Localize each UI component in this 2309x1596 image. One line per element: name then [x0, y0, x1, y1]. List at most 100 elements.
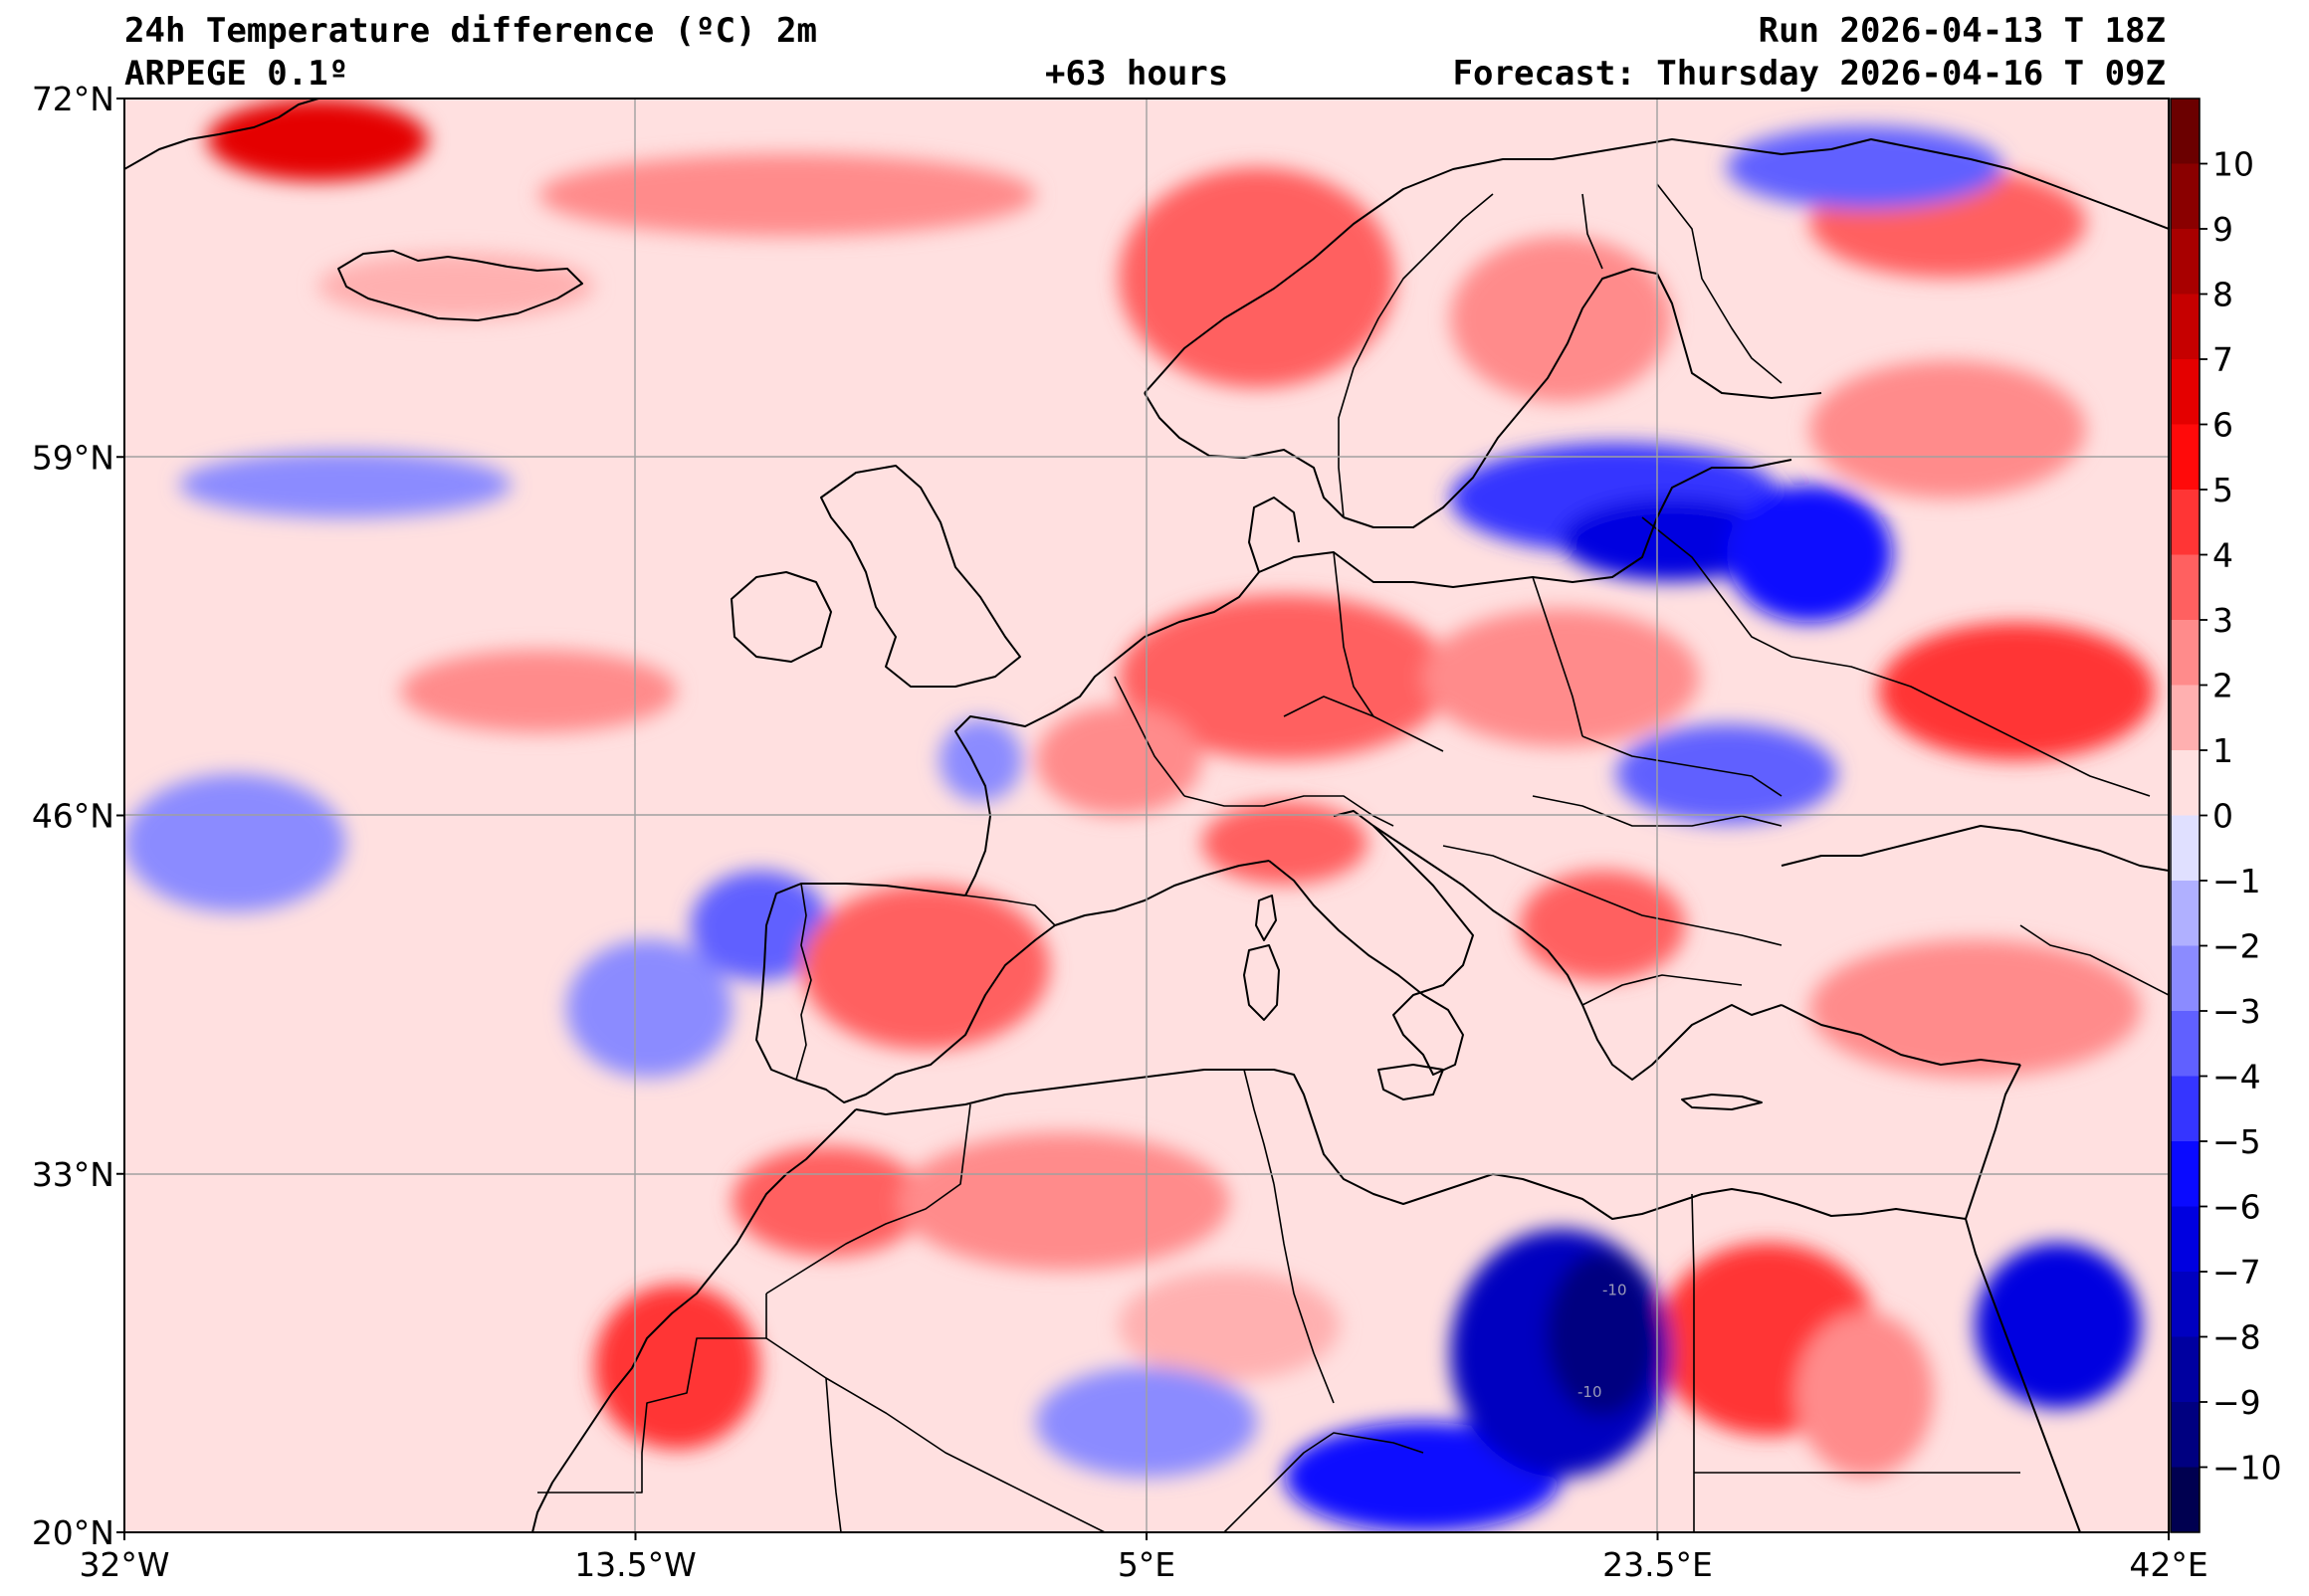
colorbar-band-12: [2171, 881, 2200, 946]
anomaly-region-2: [538, 153, 1036, 237]
model-label: ARPEGE 0.1º: [124, 54, 349, 94]
anomaly-region-1: [317, 253, 594, 319]
anomaly-region-3: [179, 451, 512, 518]
anomaly-region-16: [1878, 622, 2156, 761]
lead-time: +63 hours: [1045, 54, 1229, 94]
colorbar-label-17: −7: [2212, 1253, 2261, 1292]
map-title: 24h Temperature difference (ºC) 2m: [124, 11, 817, 51]
iberia-coast: [755, 883, 1056, 1103]
anomaly-region-17: [1119, 594, 1451, 761]
colorbar-label-1: 9: [2212, 210, 2233, 249]
anomaly-region-6: [566, 939, 733, 1078]
border-germany-poland: [1333, 551, 1374, 717]
anomaly-region-11: [1726, 125, 2003, 209]
colorbar-band-4: [2171, 359, 2200, 425]
colorbar-band-21: [2171, 1467, 2200, 1532]
anomaly-region-19: [1615, 724, 1837, 824]
anomaly-region-4: [400, 650, 678, 733]
colorbar-label-18: −8: [2212, 1318, 2261, 1357]
border-algeria-niger: [1223, 1432, 1424, 1532]
border-ukraine-russia: [1790, 656, 2151, 797]
colorbar-label-19: −9: [2212, 1383, 2261, 1422]
lat-tick-label-2: 46°N: [32, 797, 114, 836]
baltic-south-coast: [1258, 459, 1792, 588]
forecast-time: Forecast: Thursday 2026-04-16 T 09Z: [1452, 54, 2166, 94]
anomaly-region-25: [1809, 939, 2142, 1078]
border-algeria-libya: [1273, 1183, 1335, 1404]
contour-label-0: -10: [1602, 1282, 1627, 1299]
france-mediterranean-coast: [1054, 860, 1270, 926]
anomaly-region-15: [1809, 360, 2086, 499]
colorbar-band-5: [2171, 424, 2200, 490]
temperature-field: [124, 99, 2156, 1532]
black-sea-coast: [1781, 825, 2169, 872]
border-france-spain: [964, 895, 1056, 926]
anomaly-region-23: [1201, 801, 1368, 885]
scandinavia-coast: [1144, 138, 2169, 394]
colorbar-label-5: 5: [2212, 471, 2233, 509]
colorbar-band-11: [2171, 815, 2200, 881]
border-belarus-russia: [1641, 516, 1792, 658]
colorbar-label-16: −6: [2212, 1188, 2261, 1227]
lat-tick-label-4: 20°N: [32, 1513, 114, 1552]
colorbar-label-10: 0: [2212, 797, 2233, 836]
border-libya-egypt: [1691, 1193, 1695, 1532]
sweden-east-coast: [1343, 268, 1658, 528]
atlantic-africa-coast: [531, 1108, 857, 1532]
border-turkey-east: [2019, 924, 2169, 996]
red-sea-coast: [1965, 1218, 2081, 1532]
anomaly-region-24: [1519, 870, 1686, 981]
colorbar-label-13: −3: [2212, 992, 2261, 1031]
levant-coast: [1965, 1064, 2021, 1220]
border-france-germany: [1114, 676, 1185, 797]
map-area[interactable]: -10 -10: [124, 99, 2169, 1532]
colorbar-label-2: 8: [2212, 276, 2233, 314]
anomaly-region-9: [1450, 236, 1672, 402]
balkan-coast: [1372, 825, 1783, 1081]
colorbar-label-0: 10: [2212, 145, 2254, 184]
lon-tick-label-1: 13.5°W: [574, 1545, 697, 1584]
anomaly-region-13: [1561, 498, 1783, 581]
lat-tick-label-1: 59°N: [32, 438, 114, 477]
anomaly-region-8: [1119, 167, 1395, 388]
run-time: Run 2026-04-13 T 18Z: [1758, 11, 2166, 51]
lon-tick-label-3: 23.5°E: [1602, 1545, 1713, 1584]
border-morocco-algeria: [765, 1103, 971, 1295]
anomaly-region-32: [1975, 1243, 2142, 1409]
border-mali-mauritania: [825, 1377, 842, 1532]
border-greece: [1581, 974, 1743, 1006]
finland-coast: [1656, 273, 1822, 399]
longitude-axis: 32°W 13.5°W 5°E 23.5°E 42°E: [79, 1532, 2208, 1584]
colorbar-label-11: −1: [2212, 862, 2261, 900]
colorbar-label-14: −4: [2212, 1058, 2261, 1097]
border-finland-russia: [1656, 183, 1783, 384]
north-sea-coast: [1054, 571, 1260, 712]
contour-label-1: -10: [1577, 1383, 1602, 1401]
border-romania: [1532, 795, 1783, 827]
italy-coast: [1268, 810, 1474, 1076]
colorbar-label-20: −10: [2212, 1449, 2282, 1488]
colorbar-band-3: [2171, 294, 2200, 359]
border-western-sahara: [537, 1294, 767, 1494]
lon-tick-label-0: 32°W: [79, 1545, 169, 1584]
france-atlantic-coast: [954, 710, 1056, 897]
colorbar-band-9: [2171, 685, 2200, 750]
anomaly-region-20: [1035, 704, 1202, 816]
anomaly-region-7: [691, 870, 829, 981]
lat-tick-label-0: 72°N: [32, 80, 114, 118]
colorbar-band-10: [2171, 750, 2200, 816]
anomaly-region-28: [898, 1132, 1230, 1271]
colorbar-band-0: [2171, 99, 2200, 164]
latitude-axis: 72°N 59°N 46°N 33°N 20°N: [32, 80, 124, 1552]
colorbar-label-3: 7: [2212, 340, 2233, 379]
colorbar-label-6: 4: [2212, 536, 2233, 575]
iceland-coast: [337, 250, 583, 321]
colorbar-band-15: [2171, 1076, 2200, 1141]
colorbar-band-2: [2171, 229, 2200, 295]
turkey-south-coast: [1781, 1004, 2021, 1066]
colorbar-label-15: −5: [2212, 1122, 2261, 1161]
colorbar-band-16: [2171, 1141, 2200, 1207]
border-ukraine-south: [1581, 735, 1783, 797]
north-africa-coast: [855, 1069, 1967, 1220]
